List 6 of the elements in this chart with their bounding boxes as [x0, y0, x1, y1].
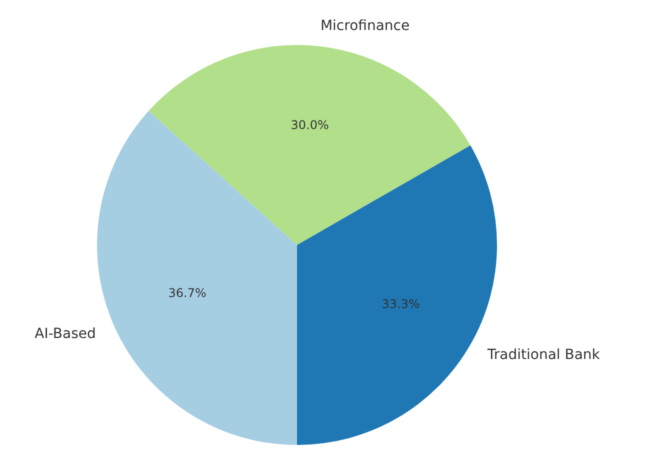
data-label: 30.0%	[290, 118, 329, 132]
slice-label: Traditional Bank	[486, 346, 601, 363]
data-label: 33.3%	[382, 297, 420, 312]
slice-label: Microfinance	[320, 18, 410, 34]
data-label: 36.7%	[168, 286, 206, 300]
slice-label: AI-Based	[34, 326, 96, 342]
